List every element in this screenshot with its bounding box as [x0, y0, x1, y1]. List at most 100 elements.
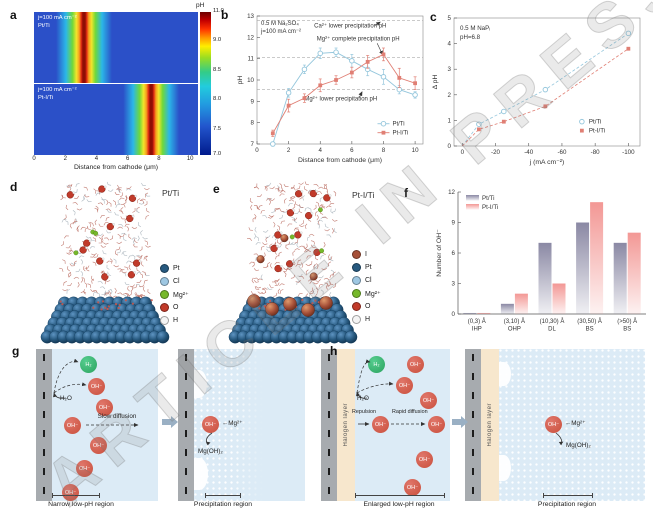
ph-colorbar	[200, 12, 211, 155]
svg-text:8: 8	[382, 147, 386, 154]
atom-color-dot	[352, 302, 361, 311]
svg-text:Mg²⁺ complete precipitation pH: Mg²⁺ complete precipitation pH	[317, 36, 400, 43]
svg-text:1: 1	[448, 117, 452, 124]
svg-text:Δ pH: Δ pH	[432, 75, 439, 90]
oh-ion: OH⁻	[90, 437, 107, 454]
atom-label: O	[173, 304, 179, 311]
slow-diffusion-label: Slow diffusion	[97, 413, 137, 420]
region-ruler	[52, 493, 100, 498]
heatmap-x-tick: 4	[94, 156, 99, 162]
atom-color-dot	[352, 289, 361, 298]
svg-text:5: 5	[448, 15, 452, 22]
h2-bubble: H₂	[368, 356, 385, 373]
atom-color-dot	[160, 277, 169, 286]
heatmap-x-tick: 2	[63, 156, 67, 162]
colorbar-tick: 7.5	[213, 125, 222, 132]
svg-text:-40: -40	[524, 149, 534, 156]
halogen-layer-label: Halogen layer	[343, 403, 349, 447]
counter-ion-label: Mg²⁺	[228, 420, 243, 427]
svg-text:(10,30) ÅDL: (10,30) Å DL	[540, 318, 565, 333]
colorbar-tick: 8.5	[213, 67, 222, 74]
oh-ion: OH⁻	[416, 451, 433, 468]
legend-item: H	[352, 313, 381, 326]
heatmap-x-tick: 0	[32, 156, 36, 162]
svg-text:9: 9	[251, 98, 255, 105]
product-arrow	[555, 432, 564, 446]
legend-item: Pt	[352, 261, 381, 274]
svg-text:7: 7	[251, 141, 255, 148]
atom-label: Mg²⁺	[173, 291, 189, 299]
svg-text:2: 2	[448, 92, 452, 99]
atom-label: O	[365, 303, 371, 310]
legend-item: Mg²⁺	[160, 288, 189, 301]
colorbar-tick: 7.0	[213, 151, 222, 157]
precipitate-blob	[499, 455, 511, 481]
md-snapshot-pt-i-ti	[228, 181, 358, 344]
svg-text:0.5 M NaPᵢ: 0.5 M NaPᵢ	[460, 25, 490, 32]
svg-text:j=100 mA cm⁻²: j=100 mA cm⁻²	[260, 29, 301, 35]
oh-ion: OH⁻	[64, 417, 81, 434]
left-arrow-icon: ←	[565, 420, 572, 427]
precipitate-blob	[499, 362, 511, 386]
region-label: Precipitation region	[537, 501, 597, 508]
panel-c-label: c	[430, 10, 437, 24]
svg-text:(30,50) ÅBS: (30,50) Å BS	[577, 318, 602, 333]
electrode-bar	[36, 349, 52, 501]
legend-item: Cl	[352, 274, 381, 287]
md-title-pt-ti: Pt/Ti	[162, 188, 180, 198]
rapid-diffusion-label: Rapid diffusion	[392, 409, 428, 415]
heatmap-x-label: Distance from cathode (μm)	[74, 164, 158, 171]
delta-ph-chart: 0 -20 -40 -60 -80 -100 0 1 2 3 4 5 j (mA cm⁻²) Δ pH 0.…	[432, 15, 641, 166]
svg-text:11: 11	[248, 56, 255, 63]
svg-text:13: 13	[247, 13, 254, 20]
panel-d-label: d	[10, 180, 18, 194]
md-snapshot-pt-ti	[40, 181, 170, 344]
svg-text:j (mA cm⁻²): j (mA cm⁻²)	[529, 159, 565, 166]
oh-ion: OH⁻	[96, 399, 113, 416]
panel-h-label: h	[330, 344, 338, 358]
svg-text:10: 10	[247, 77, 254, 84]
svg-text:pH: pH	[237, 76, 244, 85]
oh-ion: OH⁻	[372, 416, 389, 433]
panel-g-label: g	[12, 344, 20, 358]
repulsion-label: Repulsion	[352, 409, 376, 415]
svg-text:-100: -100	[622, 149, 635, 156]
transition-arrow-icon	[452, 416, 468, 428]
svg-text:6: 6	[452, 250, 456, 257]
svg-text:0: 0	[461, 149, 465, 156]
region-ruler	[543, 493, 593, 498]
ph-profile-chart: 0 2 4 6 8 10 7 8 9 10 11 12 13 Distance from cathode …	[237, 13, 424, 164]
colorbar-tick: 8.0	[213, 95, 222, 102]
svg-text:3: 3	[452, 281, 456, 288]
atom-color-dot	[352, 263, 361, 272]
electrolyte-region	[499, 349, 645, 501]
atom-label: Cl	[173, 278, 180, 285]
atom-label: Pt	[173, 265, 180, 272]
current-density-label: j=100 mA cm⁻²	[38, 15, 77, 21]
reaction-arrows	[356, 359, 426, 426]
svg-text:Pt-I/Ti: Pt-I/Ti	[589, 128, 605, 135]
precipitate-blob	[194, 370, 207, 398]
legend-item: I	[352, 248, 381, 261]
atom-color-dot	[160, 264, 169, 273]
svg-text:-60: -60	[557, 149, 567, 156]
precipitate-product-label: Mg(OH)₂	[198, 448, 223, 455]
electrode-bar	[178, 349, 194, 501]
halogen-layer: Halogen layer	[481, 349, 499, 501]
svg-text:Distance from cathode (μm): Distance from cathode (μm)	[298, 157, 382, 164]
h2-bubble: H₂	[80, 356, 97, 373]
svg-text:Mg²⁺ lower precipitation pH: Mg²⁺ lower precipitation pH	[304, 95, 377, 102]
colorbar-tick: 9.0	[213, 37, 222, 44]
legend-item: Pt	[160, 262, 189, 275]
md-legend-pt-ti: Pt Cl Mg²⁺ O H	[160, 262, 189, 327]
oh-ion: OH⁻	[545, 416, 562, 433]
transition-arrow-icon	[162, 416, 178, 428]
atom-color-dot	[160, 303, 169, 312]
svg-text:2: 2	[287, 147, 291, 154]
heatmap-x-tick: 10	[186, 156, 194, 162]
md-title-pt-i-ti: Pt-I/Ti	[352, 190, 375, 200]
svg-text:12: 12	[448, 189, 455, 196]
svg-text:-20: -20	[491, 149, 501, 156]
